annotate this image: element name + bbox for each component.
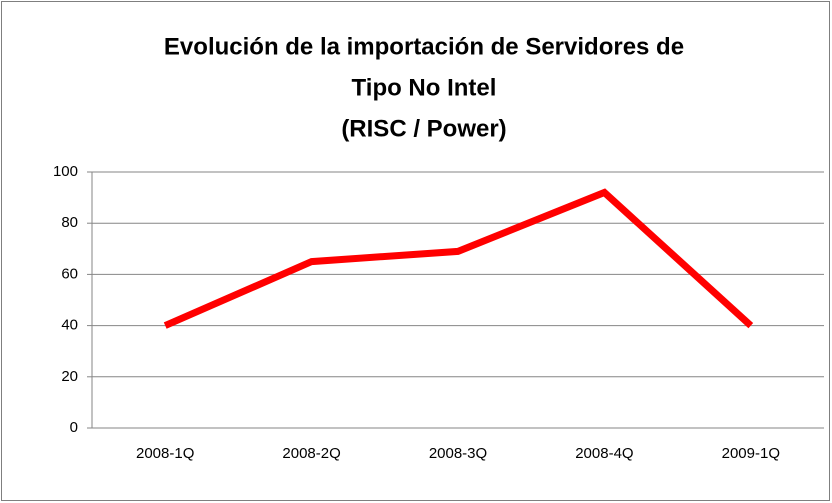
y-tick-label: 0 — [70, 419, 78, 436]
y-tick-label: 20 — [61, 368, 78, 385]
x-tick-label: 2008-2Q — [282, 445, 340, 462]
chart-title: (RISC / Power) — [341, 115, 506, 142]
chart-title: Evolución de la importación de Servidore… — [164, 33, 684, 60]
x-tick-label: 2008-4Q — [575, 445, 633, 462]
x-tick-label: 2009-1Q — [722, 445, 780, 462]
data-line — [163, 188, 754, 329]
y-tick-label: 80 — [61, 214, 78, 231]
y-tick-label: 40 — [61, 317, 78, 334]
y-tick-label: 100 — [53, 163, 78, 180]
x-tick-label: 2008-1Q — [136, 445, 194, 462]
chart-title: Tipo No Intel — [352, 74, 497, 101]
y-tick-label: 60 — [61, 265, 78, 282]
x-tick-label: 2008-3Q — [429, 445, 487, 462]
